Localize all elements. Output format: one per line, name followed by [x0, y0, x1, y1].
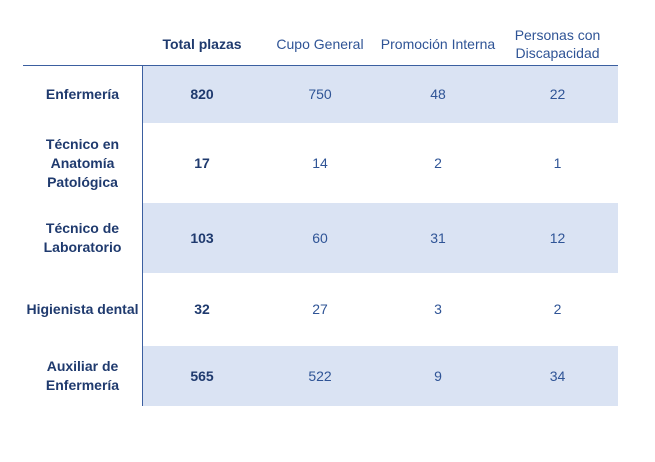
cell-discapacidad: 34: [549, 367, 566, 384]
cell-cupo: 60: [312, 229, 328, 246]
cell-discapacidad: 2: [553, 301, 562, 317]
cell-promocion: 31: [430, 229, 446, 246]
cell-promocion: 2: [434, 154, 442, 171]
row-band: [143, 346, 618, 406]
cell-promocion: 3: [434, 301, 442, 317]
row-name: Auxiliar de Enfermería: [45, 358, 120, 393]
row-band: [143, 66, 618, 123]
row-name: Técnico en Anatomía Patológica: [45, 135, 120, 190]
header-personas-discapacidad: Personas con Discapacidad: [514, 27, 601, 61]
table-row: Enfermería 820 750 48 22: [23, 66, 618, 123]
cell-discapacidad: 22: [549, 86, 566, 102]
cell-discapacidad: 12: [549, 229, 566, 246]
cell-cupo: 750: [308, 86, 332, 102]
cell-discapacidad: 1: [553, 154, 562, 171]
table-row: Técnico en Anatomía Patológica 17 14 2 1: [23, 123, 618, 203]
cell-cupo: 27: [312, 301, 328, 317]
cell-total: 820: [190, 86, 214, 102]
row-header-divider: [142, 65, 143, 406]
header-promocion-interna: Promoción Interna: [380, 36, 496, 52]
cell-cupo: 14: [312, 154, 328, 171]
row-band: [143, 203, 618, 273]
cell-total: 32: [194, 301, 210, 317]
table-row: Higienista dental 32 27 3 2: [23, 273, 618, 346]
cell-promocion: 48: [430, 86, 446, 102]
row-name: Técnico de Laboratorio: [43, 220, 122, 255]
row-name: Higienista dental: [26, 301, 139, 317]
cell-total: 565: [190, 367, 214, 384]
row-name: Enfermería: [45, 86, 120, 102]
cell-cupo: 522: [308, 367, 332, 384]
table-row: Auxiliar de Enfermería 565 522 9 34: [23, 346, 618, 406]
header-divider: [23, 65, 618, 66]
header-cupo-general: Cupo General: [276, 36, 364, 52]
cell-total: 103: [190, 229, 214, 246]
cell-promocion: 9: [434, 367, 442, 384]
header-total-plazas: Total plazas: [162, 36, 242, 52]
table-row: Técnico de Laboratorio 103 60 31 12: [23, 203, 618, 273]
cell-total: 17: [194, 154, 210, 171]
